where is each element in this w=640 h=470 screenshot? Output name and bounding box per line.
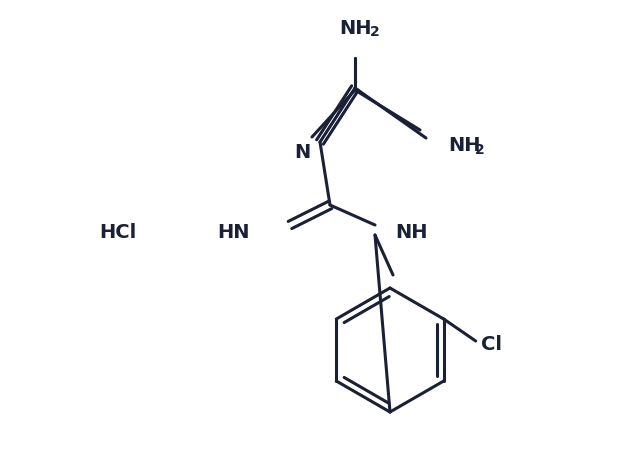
Text: NH: NH (448, 135, 481, 155)
Text: HN: HN (218, 222, 250, 242)
Text: HCl: HCl (99, 222, 136, 242)
Text: Cl: Cl (481, 335, 502, 353)
Text: 2: 2 (370, 25, 380, 39)
Text: 2: 2 (475, 143, 484, 157)
Text: N: N (294, 142, 310, 162)
Text: NH: NH (339, 18, 371, 38)
Text: NH: NH (395, 222, 428, 242)
